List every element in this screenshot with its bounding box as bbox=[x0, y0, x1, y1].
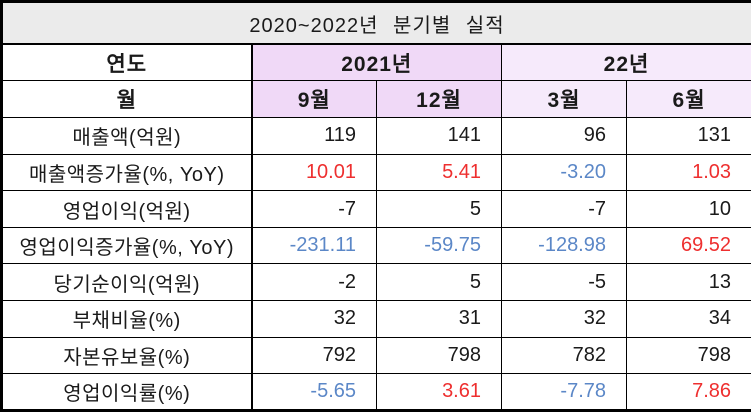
table-title: 2020~2022년 분기별 실적 bbox=[0, 1, 751, 46]
metric-value: 798 bbox=[625, 336, 751, 375]
month-col-2021-12: 12월 bbox=[376, 80, 502, 118]
metric-label: 영업이익(억원) bbox=[1, 190, 253, 228]
metric-value: -59.75 bbox=[376, 226, 502, 265]
metric-row: 매출액증가율(%, YoY) 10.01 5.41 -3.20 1.03 bbox=[1, 153, 751, 192]
metric-value: 13 bbox=[625, 263, 751, 302]
year-header-label: 연도 bbox=[1, 43, 253, 82]
metric-value: -5 bbox=[501, 263, 627, 302]
month-col-22-03: 3월 bbox=[501, 80, 627, 118]
metric-value: -7.78 bbox=[501, 373, 627, 411]
metric-value: -7 bbox=[251, 190, 377, 228]
year-group-2021: 2021년 bbox=[251, 43, 502, 82]
metric-value: -2 bbox=[251, 263, 377, 302]
metric-value: 119 bbox=[251, 116, 377, 155]
metric-label: 자본유보율(%) bbox=[1, 336, 253, 375]
metric-row: 영업이익(억원) -7 5 -7 10 bbox=[1, 190, 751, 228]
metric-value: 5 bbox=[376, 263, 502, 302]
metric-value: 69.52 bbox=[625, 226, 751, 265]
metric-value: 7.86 bbox=[625, 373, 751, 411]
metric-label: 매출액증가율(%, YoY) bbox=[1, 153, 253, 192]
month-col-22-06: 6월 bbox=[625, 80, 751, 118]
metric-value: -7 bbox=[501, 190, 627, 228]
metric-value: 792 bbox=[251, 336, 377, 375]
title-row: 2020~2022년 분기별 실적 bbox=[0, 1, 751, 46]
year-header-row: 연도 2021년 22년 bbox=[1, 43, 751, 82]
metric-value: -128.98 bbox=[501, 226, 627, 265]
metric-label: 영업이익증가율(%, YoY) bbox=[1, 226, 253, 265]
metric-row: 당기순이익(억원) -2 5 -5 13 bbox=[1, 263, 751, 302]
metric-value: 5 bbox=[376, 190, 502, 228]
metric-value: 141 bbox=[376, 116, 502, 155]
month-header-row: 월 9월 12월 3월 6월 bbox=[1, 80, 751, 118]
metric-label: 당기순이익(억원) bbox=[1, 263, 253, 302]
metric-value: 5.41 bbox=[376, 153, 502, 192]
metric-value: 1.03 bbox=[625, 153, 751, 192]
metric-value: 32 bbox=[251, 300, 377, 338]
metric-value: -231.11 bbox=[251, 226, 377, 265]
month-col-2021-09: 9월 bbox=[251, 80, 377, 118]
metric-value: 131 bbox=[625, 116, 751, 155]
year-group-22: 22년 bbox=[500, 43, 751, 82]
metric-row: 부채비율(%) 32 31 32 34 bbox=[1, 300, 751, 338]
metric-value: 782 bbox=[501, 336, 627, 375]
metric-row: 영업이익증가율(%, YoY) -231.11 -59.75 -128.98 69.52 bbox=[1, 226, 751, 265]
metric-label: 매출액(억원) bbox=[1, 116, 253, 155]
metric-label: 부채비율(%) bbox=[1, 300, 253, 338]
month-header-label: 월 bbox=[1, 80, 253, 118]
metric-value: 10 bbox=[625, 190, 751, 228]
metric-row: 매출액(억원) 119 141 96 131 bbox=[1, 116, 751, 155]
metric-value: 96 bbox=[501, 116, 627, 155]
metric-value: 34 bbox=[625, 300, 751, 338]
metric-value: -5.65 bbox=[251, 373, 377, 411]
metric-value: -3.20 bbox=[501, 153, 627, 192]
metric-value: 32 bbox=[501, 300, 627, 338]
metric-row: 영업이익률(%) -5.65 3.61 -7.78 7.86 bbox=[1, 373, 751, 411]
metric-value: 31 bbox=[376, 300, 502, 338]
metric-value: 10.01 bbox=[251, 153, 377, 192]
metric-row: 자본유보율(%) 792 798 782 798 bbox=[1, 336, 751, 375]
metric-value: 3.61 bbox=[376, 373, 502, 411]
metric-value: 798 bbox=[376, 336, 502, 375]
metric-label: 영업이익률(%) bbox=[1, 373, 253, 411]
